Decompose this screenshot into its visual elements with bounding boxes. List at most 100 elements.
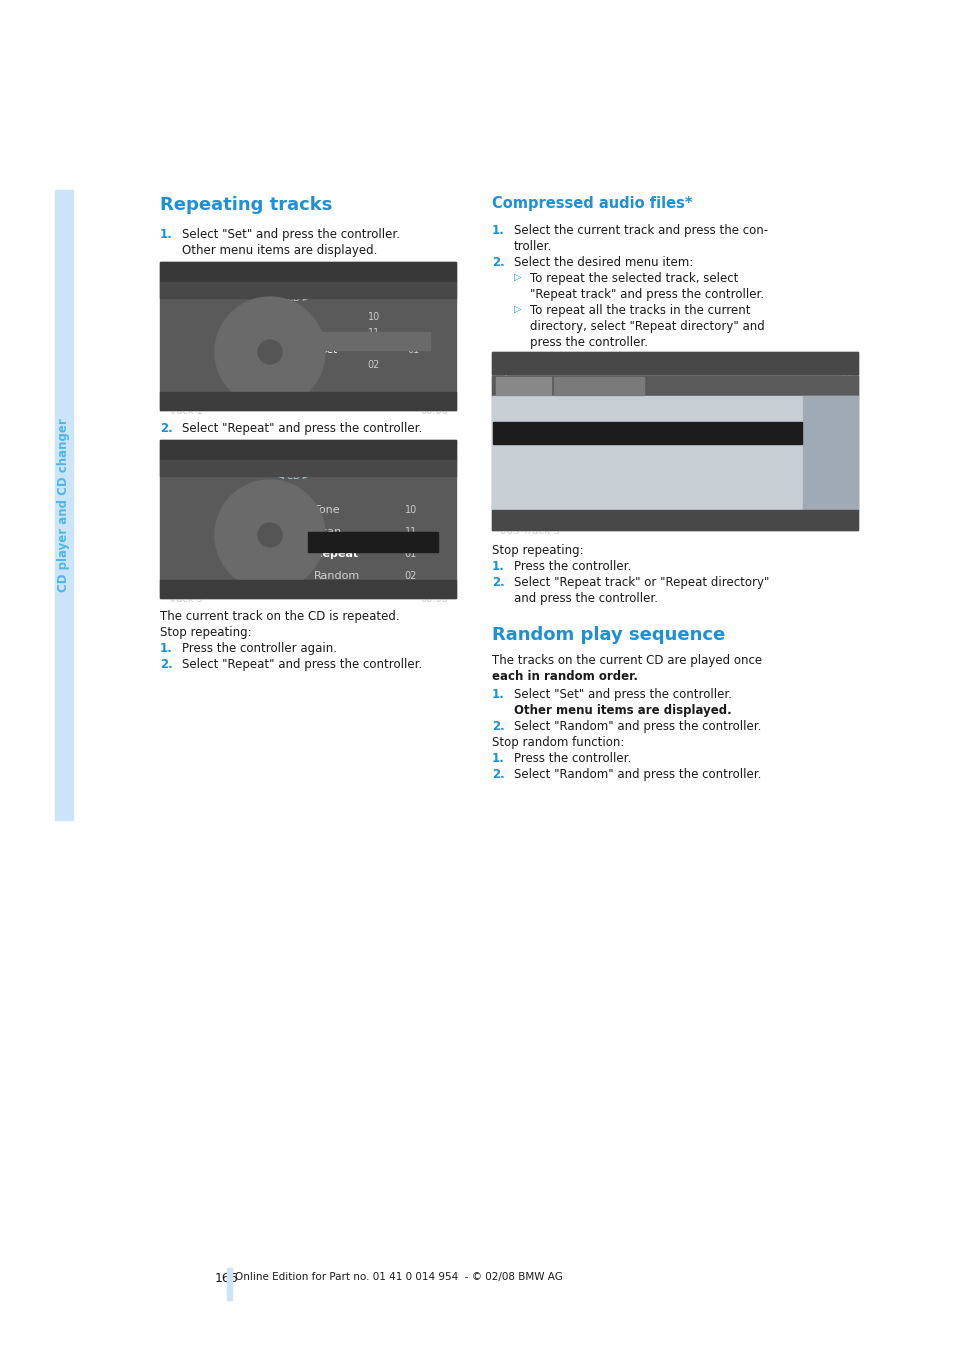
Text: Online Edition for Part no. 01 41 0 014 954  - © 02/08 BMW AG: Online Edition for Part no. 01 41 0 014 … <box>234 1272 562 1282</box>
Bar <box>492 510 857 531</box>
Text: To repeat all the tracks in the current: To repeat all the tracks in the current <box>530 304 750 317</box>
Bar <box>160 580 456 598</box>
Text: Other menu items are displayed.: Other menu items are displayed. <box>182 244 377 256</box>
Text: Select "Repeat" and press the controller.: Select "Repeat" and press the controller… <box>182 657 422 671</box>
Bar <box>492 352 857 531</box>
Text: 11: 11 <box>367 328 379 338</box>
Text: ► Root: ► Root <box>497 392 528 400</box>
Text: ▷: ▷ <box>514 304 521 315</box>
Text: The current track on the CD is repeated.: The current track on the CD is repeated. <box>160 610 399 622</box>
Circle shape <box>257 340 282 364</box>
Text: 10: 10 <box>367 312 379 323</box>
Text: 1.: 1. <box>492 752 504 765</box>
Bar <box>160 440 456 460</box>
Text: ↩: ↩ <box>501 369 512 381</box>
Text: each in random order.: each in random order. <box>492 670 638 683</box>
Circle shape <box>257 522 282 547</box>
Text: The tracks on the current CD are played once: The tracks on the current CD are played … <box>492 653 761 667</box>
Bar <box>160 440 456 598</box>
Text: Repeat track: Repeat track <box>499 439 590 452</box>
Text: ◎: ◎ <box>438 275 449 289</box>
Bar <box>492 377 857 396</box>
Text: 2.: 2. <box>160 657 172 671</box>
Text: ◎: ◎ <box>438 454 449 467</box>
Text: ◄ ●  CD  ►: ◄ ● CD ► <box>274 454 322 463</box>
Bar <box>496 377 551 396</box>
Text: Repeating tracks: Repeating tracks <box>160 196 332 215</box>
Text: 2.: 2. <box>492 768 504 782</box>
Bar <box>55 190 73 819</box>
Text: Other menu items are displayed.: Other menu items are displayed. <box>514 703 731 717</box>
Text: Scan: Scan <box>314 526 341 537</box>
Text: Random play sequence: Random play sequence <box>492 626 724 644</box>
Text: 1.: 1. <box>160 228 172 242</box>
Text: 166: 166 <box>214 1272 238 1285</box>
Text: Press the controller.: Press the controller. <box>514 752 631 765</box>
Text: 1.: 1. <box>492 688 504 701</box>
Text: Tone: Tone <box>314 505 339 514</box>
Text: 1.: 1. <box>492 560 504 572</box>
Text: Set: Set <box>319 346 336 355</box>
Bar <box>802 396 857 510</box>
Text: ► Directory 4: ► Directory 4 <box>556 392 616 400</box>
Text: Press the controller again.: Press the controller again. <box>182 643 336 655</box>
Text: and press the controller.: and press the controller. <box>514 593 658 605</box>
Circle shape <box>214 481 325 590</box>
Bar <box>160 282 456 298</box>
Text: Track 1: Track 1 <box>168 406 203 416</box>
Bar <box>554 377 643 396</box>
Bar <box>160 460 456 477</box>
Text: Stop random function:: Stop random function: <box>492 736 623 749</box>
Text: ▷: ▷ <box>514 271 521 282</box>
Text: Select "Repeat" and press the controller.: Select "Repeat" and press the controller… <box>182 423 422 435</box>
Text: Select "Random" and press the controller.: Select "Random" and press the controller… <box>514 768 760 782</box>
Text: Scan directory: Scan directory <box>499 463 585 477</box>
Text: Play: Play <box>499 414 524 428</box>
Text: Select "Random" and press the controller.: Select "Random" and press the controller… <box>514 720 760 733</box>
Text: 01: 01 <box>404 549 416 559</box>
Bar <box>160 392 456 410</box>
Bar <box>493 423 801 444</box>
Text: ◄ ●  CD  ►: ◄ ● CD ► <box>274 275 322 285</box>
Text: 00:00: 00:00 <box>420 406 448 416</box>
Text: ◄ CD ►: ◄ CD ► <box>276 294 309 302</box>
Text: "Repeat track" and press the controller.: "Repeat track" and press the controller. <box>530 288 763 301</box>
Bar <box>308 532 437 552</box>
Text: 2.: 2. <box>492 720 504 733</box>
Text: 02: 02 <box>367 360 379 370</box>
Text: 00:00: 00:00 <box>420 594 448 603</box>
Bar <box>227 1268 232 1300</box>
Text: directory, select "Repeat directory" and: directory, select "Repeat directory" and <box>530 320 764 333</box>
Text: Stop repeating:: Stop repeating: <box>492 544 583 558</box>
Text: 10: 10 <box>404 505 416 514</box>
Text: Random directory: Random directory <box>499 487 605 500</box>
Circle shape <box>214 297 325 406</box>
Text: Press the controller.: Press the controller. <box>514 560 631 572</box>
Bar <box>160 262 456 410</box>
Text: troller.: troller. <box>514 240 552 252</box>
Bar <box>492 396 857 510</box>
Text: Random: Random <box>314 571 360 580</box>
Text: Repeat: Repeat <box>314 549 357 559</box>
Text: CD player and CD changer: CD player and CD changer <box>57 418 71 591</box>
Text: 1.: 1. <box>492 224 504 238</box>
Text: 005 Track 5: 005 Track 5 <box>499 526 559 536</box>
Text: 2.: 2. <box>492 576 504 589</box>
Text: Compressed audio files*: Compressed audio files* <box>492 196 692 211</box>
Bar <box>314 332 430 350</box>
Text: 1.: 1. <box>160 643 172 655</box>
Text: press the controller.: press the controller. <box>530 336 647 350</box>
Text: ◄ CD ►: ◄ CD ► <box>276 472 309 481</box>
Bar <box>492 352 857 374</box>
Text: 02: 02 <box>404 571 416 580</box>
Text: 2.: 2. <box>492 256 504 269</box>
Text: Select the current track and press the con-: Select the current track and press the c… <box>514 224 767 238</box>
Text: Select "Set" and press the controller.: Select "Set" and press the controller. <box>514 688 731 701</box>
Text: Select "Set" and press the controller.: Select "Set" and press the controller. <box>182 228 399 242</box>
Text: Select the desired menu item:: Select the desired menu item: <box>514 256 693 269</box>
Text: ⓘ: ⓘ <box>841 369 849 381</box>
Text: To repeat the selected track, select: To repeat the selected track, select <box>530 271 738 285</box>
Text: 2.: 2. <box>160 423 172 435</box>
Text: Stop repeating:: Stop repeating: <box>160 626 252 639</box>
Text: 01: 01 <box>407 346 418 355</box>
